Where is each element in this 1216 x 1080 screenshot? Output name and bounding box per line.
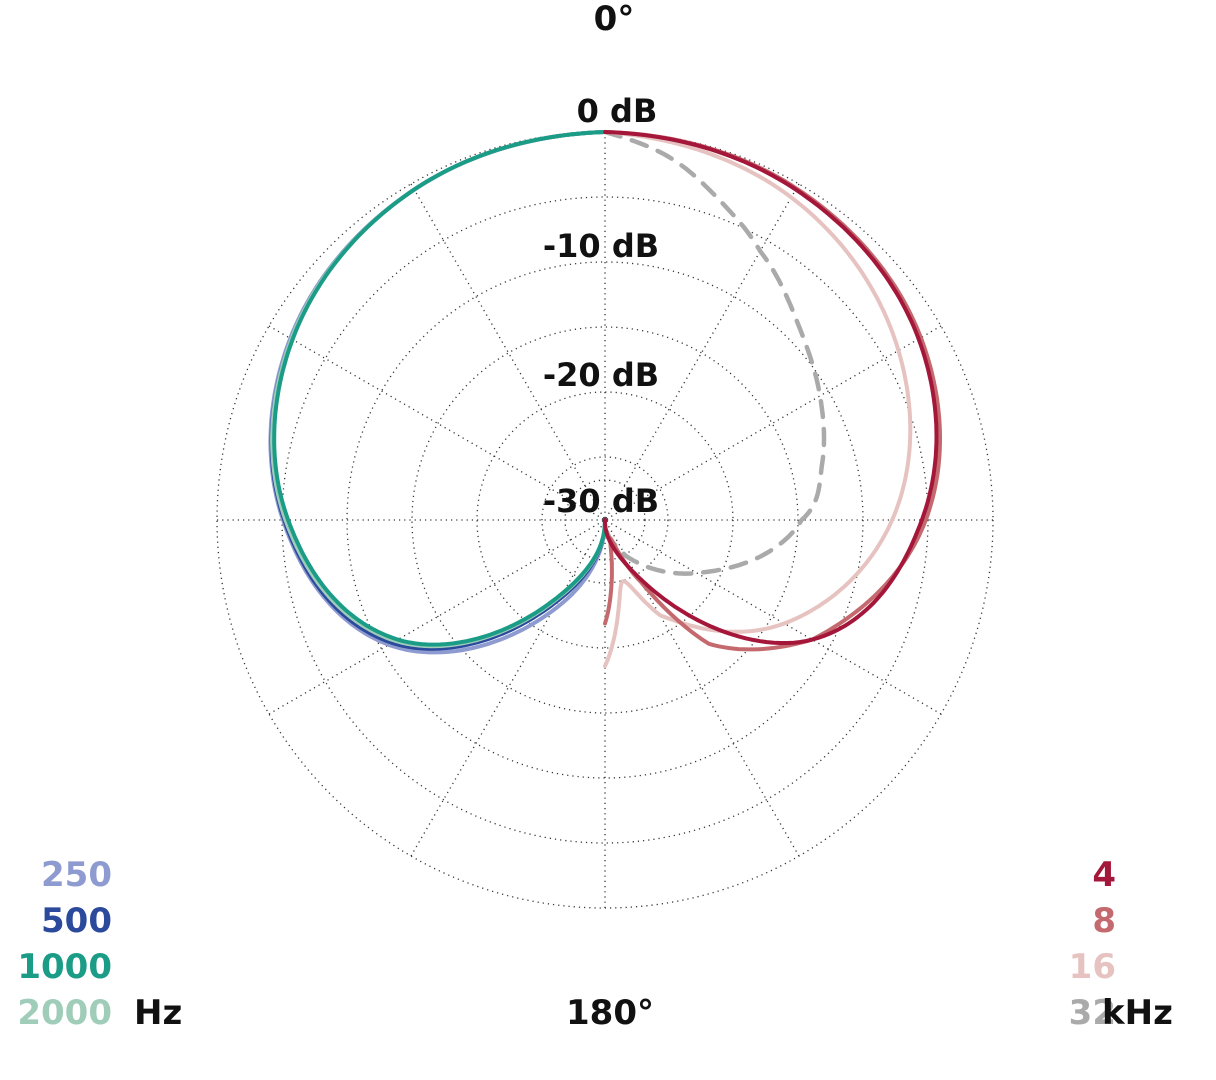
grid-ring (564, 479, 646, 561)
series-line-32 (602, 129, 827, 576)
legend-label-500: 500 (41, 901, 112, 941)
legend-item: 4 (1030, 852, 1200, 898)
grid-ring (411, 326, 799, 714)
legend-item: 1000 (0, 944, 190, 990)
legend-unit-hz: Hz (134, 993, 183, 1033)
legend-item: 2000 Hz (0, 990, 190, 1036)
legend-item: 500 (0, 898, 190, 944)
ring-label-minus30db: -30 dB (543, 482, 659, 520)
ring-label-0db: 0 dB (577, 92, 658, 130)
legend-unit-khz: kHz (1102, 993, 1173, 1033)
series-line-16 (603, 130, 913, 669)
ring-label-minus20db: -20 dB (543, 356, 659, 394)
legend-label-1000: 1000 (17, 947, 112, 987)
series-line-1000 (272, 130, 607, 647)
legend-label-250: 250 (41, 855, 112, 895)
legend-label-4: 4 (1092, 855, 1116, 895)
legend-high-frequencies: 4 8 16 32 kHz (1030, 852, 1200, 1036)
angle-label-0: 0° (594, 0, 635, 39)
grid-ring (476, 391, 734, 649)
grid-ring (346, 261, 864, 779)
ring-label-minus10db: -10 dB (543, 227, 659, 265)
legend-label-8: 8 (1092, 901, 1116, 941)
legend-item: 32 kHz (1030, 990, 1200, 1036)
legend-low-frequencies: 250 500 1000 2000 Hz (0, 852, 190, 1036)
legend-item: 16 (1030, 944, 1200, 990)
legend-label-32: 32 (1068, 993, 1116, 1033)
series-layer (268, 129, 942, 669)
legend-item: 250 (0, 852, 190, 898)
legend-item: 8 (1030, 898, 1200, 944)
series-line-4 (603, 130, 939, 645)
legend-label-16: 16 (1068, 947, 1116, 987)
grid-ring (541, 456, 669, 584)
legend-label-2000: 2000 (17, 993, 112, 1033)
angle-label-180: 180° (566, 993, 654, 1033)
